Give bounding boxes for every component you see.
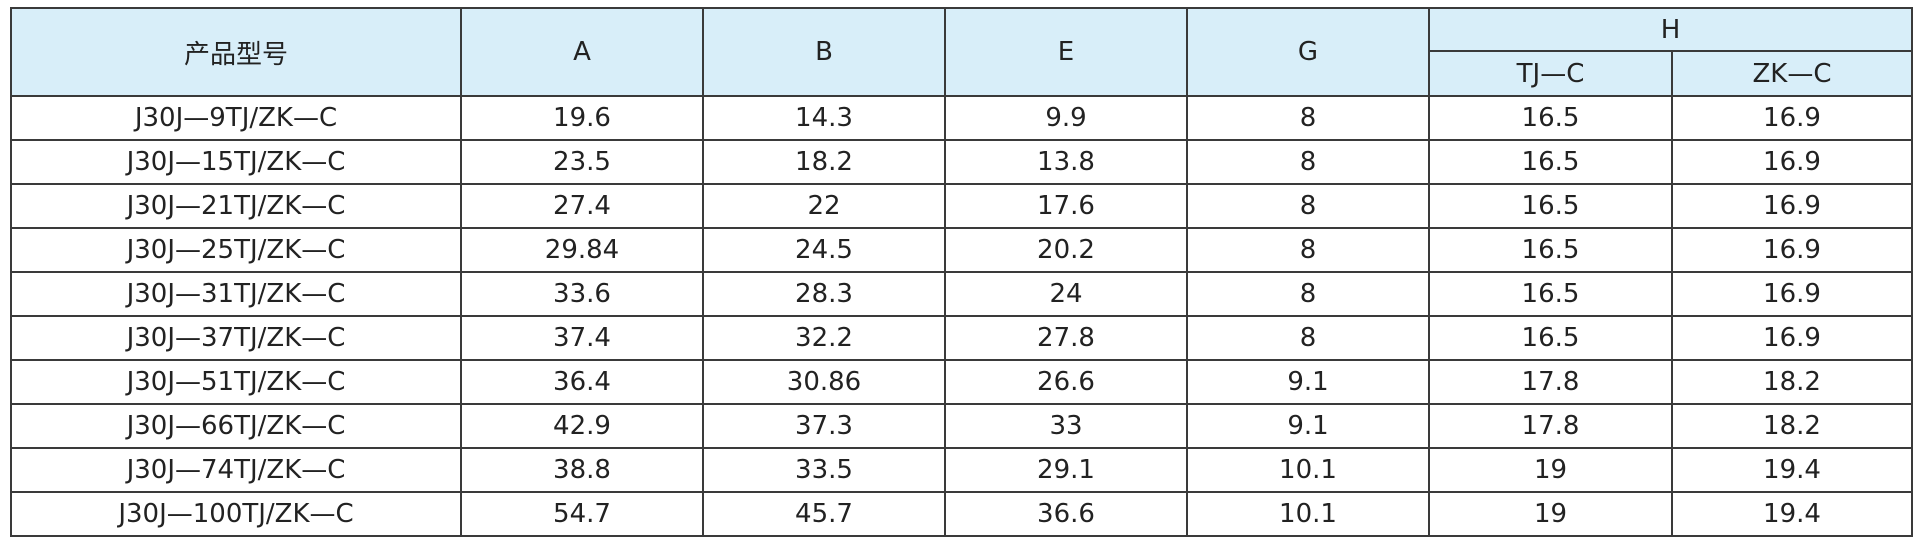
model-cell: J30J—37TJ/ZK—C: [10, 315, 462, 361]
value-cell: 32.2: [702, 315, 946, 361]
value-cell: 17.8: [1428, 403, 1673, 449]
table-row: J30J—100TJ/ZK—C 54.7 45.7 36.6 10.1 19 19.4: [10, 491, 1913, 537]
value-cell: 16.9: [1671, 271, 1913, 317]
sub-header-cell: TJ—C: [1428, 50, 1673, 97]
value-cell: 19: [1428, 447, 1673, 493]
model-cell: J30J—100TJ/ZK—C: [10, 491, 462, 537]
table-row: J30J—31TJ/ZK—C 33.6 28.3 24 8 16.5 16.9: [10, 271, 1913, 317]
value-cell: 19.4: [1671, 491, 1913, 537]
value-cell: 37.4: [460, 315, 704, 361]
table-row: J30J—25TJ/ZK—C 29.84 24.5 20.2 8 16.5 16.9: [10, 227, 1913, 273]
value-cell: 42.9: [460, 403, 704, 449]
value-cell: 37.3: [702, 403, 946, 449]
model-cell: J30J—15TJ/ZK—C: [10, 139, 462, 185]
value-cell: 17.8: [1428, 359, 1673, 405]
value-cell: 19.4: [1671, 447, 1913, 493]
value-cell: 8: [1186, 271, 1430, 317]
value-cell: 9.1: [1186, 359, 1430, 405]
value-cell: 8: [1186, 227, 1430, 273]
value-cell: 13.8: [944, 139, 1188, 185]
model-cell: J30J—21TJ/ZK—C: [10, 183, 462, 229]
value-cell: 10.1: [1186, 447, 1430, 493]
table-row: J30J—74TJ/ZK—C 38.8 33.5 29.1 10.1 19 19.4: [10, 447, 1913, 493]
value-cell: 19.6: [460, 95, 704, 141]
value-cell: 29.1: [944, 447, 1188, 493]
header-cell: 产品型号: [10, 7, 462, 97]
value-cell: 36.6: [944, 491, 1188, 537]
model-cell: J30J—74TJ/ZK—C: [10, 447, 462, 493]
table-row: J30J—15TJ/ZK—C 23.5 18.2 13.8 8 16.5 16.9: [10, 139, 1913, 185]
value-cell: 30.86: [702, 359, 946, 405]
value-cell: 10.1: [1186, 491, 1430, 537]
value-cell: 16.5: [1428, 271, 1673, 317]
model-cell: J30J—66TJ/ZK—C: [10, 403, 462, 449]
model-cell: J30J—9TJ/ZK—C: [10, 95, 462, 141]
value-cell: 23.5: [460, 139, 704, 185]
value-cell: 18.2: [702, 139, 946, 185]
value-cell: 33: [944, 403, 1188, 449]
value-cell: 16.5: [1428, 95, 1673, 141]
value-cell: 14.3: [702, 95, 946, 141]
value-cell: 16.9: [1671, 227, 1913, 273]
value-cell: 18.2: [1671, 359, 1913, 405]
value-cell: 16.9: [1671, 315, 1913, 361]
table-row: J30J—66TJ/ZK—C 42.9 37.3 33 9.1 17.8 18.2: [10, 403, 1913, 449]
table-row: J30J—9TJ/ZK—C 19.6 14.3 9.9 8 16.5 16.9: [10, 95, 1913, 141]
value-cell: 45.7: [702, 491, 946, 537]
header-cell: G: [1186, 7, 1430, 97]
value-cell: 16.5: [1428, 139, 1673, 185]
model-cell: J30J—25TJ/ZK—C: [10, 227, 462, 273]
value-cell: 24.5: [702, 227, 946, 273]
value-cell: 33.6: [460, 271, 704, 317]
value-cell: 8: [1186, 139, 1430, 185]
value-cell: 16.5: [1428, 183, 1673, 229]
value-cell: 33.5: [702, 447, 946, 493]
header-cell: A: [460, 7, 704, 97]
model-cell: J30J—51TJ/ZK—C: [10, 359, 462, 405]
table-body: J30J—9TJ/ZK—C 19.6 14.3 9.9 8 16.5 16.9 J30J—15…: [10, 95, 1913, 537]
value-cell: 18.2: [1671, 403, 1913, 449]
model-cell: J30J—31TJ/ZK—C: [10, 271, 462, 317]
header-cell: E: [944, 7, 1188, 97]
value-cell: 8: [1186, 95, 1430, 141]
sub-header-cell: ZK—C: [1671, 50, 1913, 97]
value-cell: 16.9: [1671, 139, 1913, 185]
value-cell: 9.1: [1186, 403, 1430, 449]
value-cell: 9.9: [944, 95, 1188, 141]
value-cell: 27.4: [460, 183, 704, 229]
value-cell: 20.2: [944, 227, 1188, 273]
value-cell: 16.9: [1671, 95, 1913, 141]
value-cell: 16.5: [1428, 315, 1673, 361]
header-cell: H: [1428, 7, 1913, 52]
value-cell: 24: [944, 271, 1188, 317]
value-cell: 8: [1186, 315, 1430, 361]
value-cell: 8: [1186, 183, 1430, 229]
value-cell: 38.8: [460, 447, 704, 493]
value-cell: 17.6: [944, 183, 1188, 229]
value-cell: 27.8: [944, 315, 1188, 361]
value-cell: 16.9: [1671, 183, 1913, 229]
value-cell: 22: [702, 183, 946, 229]
value-cell: 54.7: [460, 491, 704, 537]
value-cell: 19: [1428, 491, 1673, 537]
value-cell: 29.84: [460, 227, 704, 273]
value-cell: 28.3: [702, 271, 946, 317]
value-cell: 36.4: [460, 359, 704, 405]
value-cell: 16.5: [1428, 227, 1673, 273]
table-row: J30J—37TJ/ZK—C 37.4 32.2 27.8 8 16.5 16.9: [10, 315, 1913, 361]
header-cell: B: [702, 7, 946, 97]
value-cell: 26.6: [944, 359, 1188, 405]
spec-table: 产品型号 A B E G H TJ—C ZK—C J30J—9TJ/ZK—C 19…: [10, 7, 1913, 537]
table-row: J30J—51TJ/ZK—C 36.4 30.86 26.6 9.1 17.8 18.2: [10, 359, 1913, 405]
table-row: J30J—21TJ/ZK—C 27.4 22 17.6 8 16.5 16.9: [10, 183, 1913, 229]
